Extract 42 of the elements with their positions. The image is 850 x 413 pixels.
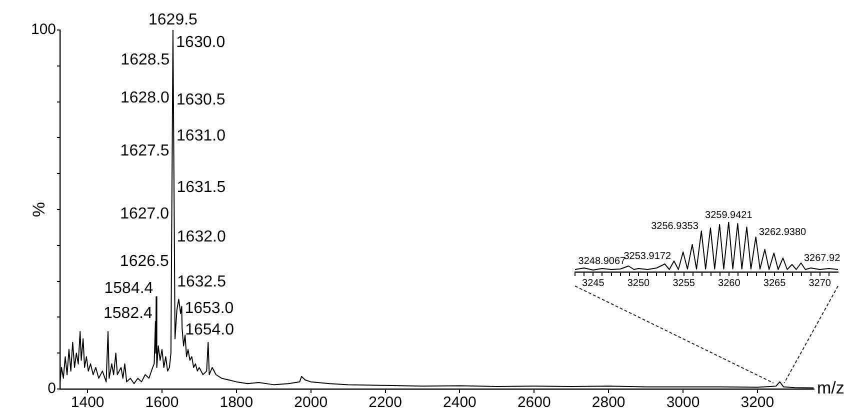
annotation: 3262.9380	[758, 226, 807, 238]
annotation: 1627.5	[120, 142, 170, 160]
annotation: 1626.5	[120, 253, 169, 270]
annotation: 1653.0	[184, 300, 234, 317]
annotation: 1632.0	[176, 228, 226, 246]
annotation: 1654.0	[185, 321, 234, 338]
annotation: 3253.9172	[624, 250, 672, 262]
annotation: 1631.0	[176, 128, 226, 145]
x-tick-label: 1600	[145, 394, 179, 412]
x-tick-label: 3245	[582, 278, 605, 289]
x-axis-title: m/z	[817, 378, 844, 398]
annotation: 1629.5	[148, 11, 198, 28]
x-tick-label: 1400	[70, 394, 104, 412]
annotation: 3256.9353	[651, 220, 699, 232]
annotation: 3267.92	[804, 252, 841, 264]
annotation: 1628.0	[120, 90, 170, 107]
x-tick-label: 3000	[666, 394, 700, 412]
y-tick-label: 0	[48, 380, 56, 398]
annotation: 1632.5	[177, 273, 226, 290]
y-axis-title: %	[30, 202, 49, 218]
x-tick-label: 2400	[443, 394, 476, 412]
x-tick-label: 2000	[294, 394, 328, 412]
annotation: 3259.9421	[705, 210, 753, 221]
x-tick-label: 3270	[808, 278, 832, 289]
x-tick-label: 2200	[368, 394, 402, 412]
x-tick-label: 3255	[672, 278, 696, 289]
x-tick-label: 3265	[763, 278, 786, 289]
x-tick-label: 2600	[517, 394, 551, 412]
x-tick-label: 1800	[220, 394, 254, 412]
x-tick-label: 2800	[592, 394, 626, 412]
annotation: 1584.4	[104, 280, 154, 298]
annotation: 1582.4	[104, 304, 153, 322]
y-tick-label: 100	[30, 21, 56, 38]
annotation: 1630.0	[176, 34, 226, 52]
annotation: 1630.5	[176, 92, 226, 109]
annotation: 3248.9067	[578, 256, 626, 267]
x-tick-label: 3260	[718, 278, 741, 289]
x-tick-label: 3200	[740, 394, 774, 412]
annotation: 1627.0	[120, 205, 170, 222]
annotation: 1628.5	[120, 51, 170, 68]
x-tick-label: 3250	[627, 278, 650, 289]
annotation: 1631.5	[176, 178, 226, 196]
